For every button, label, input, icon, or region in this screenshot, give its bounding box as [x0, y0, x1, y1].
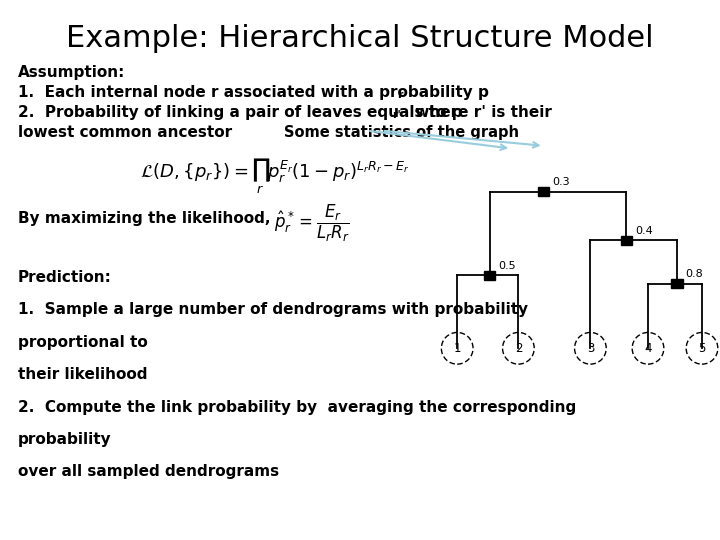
- Text: 0.8: 0.8: [685, 269, 703, 279]
- Text: probability: probability: [18, 432, 112, 447]
- Text: Example: Hierarchical Structure Model: Example: Hierarchical Structure Model: [66, 24, 654, 53]
- Text: Assumption:: Assumption:: [18, 65, 125, 80]
- Text: r': r': [392, 110, 401, 120]
- Text: their likelihood: their likelihood: [18, 367, 148, 382]
- Text: Some statistics of the graph: Some statistics of the graph: [284, 125, 519, 140]
- Text: 0.4: 0.4: [635, 226, 653, 236]
- Bar: [538, 187, 549, 196]
- Bar: [671, 279, 683, 288]
- Text: over all sampled dendrograms: over all sampled dendrograms: [18, 464, 279, 480]
- Text: By maximizing the likelihood,: By maximizing the likelihood,: [18, 211, 271, 226]
- Text: lowest common ancestor: lowest common ancestor: [18, 125, 232, 140]
- Text: r: r: [397, 90, 403, 100]
- Text: 4: 4: [644, 342, 652, 355]
- Text: 0.5: 0.5: [498, 261, 516, 271]
- Text: 1: 1: [454, 342, 461, 355]
- Text: Prediction:: Prediction:: [18, 270, 112, 285]
- Text: 2: 2: [515, 342, 522, 355]
- Bar: [484, 271, 495, 280]
- Text: where r' is their: where r' is their: [410, 105, 552, 120]
- Text: $\hat{p}^*_r = \dfrac{E_r}{L_r R_r}$: $\hat{p}^*_r = \dfrac{E_r}{L_r R_r}$: [274, 202, 349, 244]
- Text: 3: 3: [587, 342, 594, 355]
- Text: 2.  Compute the link probability by  averaging the corresponding: 2. Compute the link probability by avera…: [18, 400, 576, 415]
- Text: 5: 5: [698, 342, 706, 355]
- Text: 0.3: 0.3: [552, 177, 570, 187]
- Text: 1.  Each internal node r associated with a probability p: 1. Each internal node r associated with …: [18, 85, 489, 100]
- Text: $\mathcal{L}(D, \{p_r\}) = \prod_r p_r^{E_r}(1 - p_r)^{L_r R_r - E_r}$: $\mathcal{L}(D, \{p_r\}) = \prod_r p_r^{…: [140, 157, 410, 195]
- Text: 1.  Sample a large number of dendrograms with probability: 1. Sample a large number of dendrograms …: [18, 302, 528, 318]
- Bar: [621, 236, 632, 245]
- Text: proportional to: proportional to: [18, 335, 148, 350]
- Text: 2.  Probability of linking a pair of leaves equals to p: 2. Probability of linking a pair of leav…: [18, 105, 463, 120]
